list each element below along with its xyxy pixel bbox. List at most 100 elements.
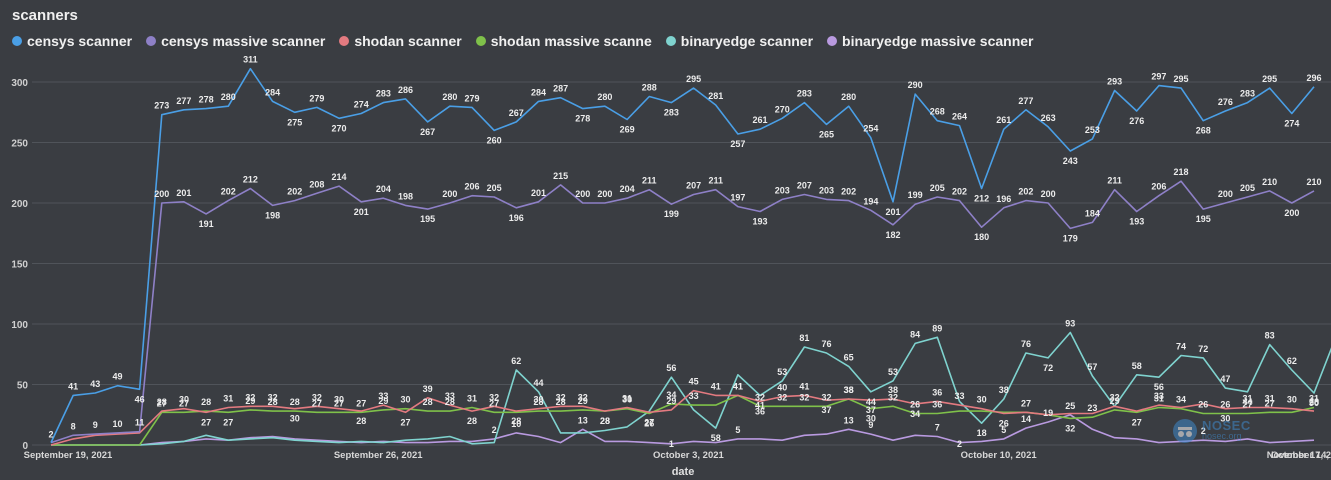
- legend: censys scanner censys massive scanner shod…: [12, 33, 1047, 49]
- data-label: 218: [1174, 167, 1189, 177]
- data-label: 2: [957, 439, 962, 449]
- legend-item[interactable]: shodan massive scanne: [475, 33, 652, 49]
- data-label: 62: [511, 356, 521, 366]
- data-label: 32: [799, 392, 809, 402]
- data-label: 200: [575, 189, 590, 199]
- data-label: 23: [1087, 403, 1097, 413]
- data-label: 211: [642, 176, 657, 186]
- data-label: 28: [467, 416, 477, 426]
- data-label: 8: [71, 421, 76, 431]
- series-line-3: [51, 394, 1315, 446]
- data-label: 31: [223, 393, 233, 403]
- data-label: 76: [822, 339, 832, 349]
- data-label: 33: [378, 391, 388, 401]
- data-label: 27: [644, 417, 654, 427]
- legend-color-dot: [475, 36, 486, 46]
- legend-color-dot: [146, 36, 157, 46]
- data-label: 28: [600, 416, 610, 426]
- legend-color-dot: [827, 36, 838, 46]
- series-line-2: [50, 389, 1315, 446]
- data-label: 25: [1065, 401, 1075, 411]
- data-label: 9: [93, 420, 98, 430]
- data-label: 288: [642, 83, 657, 93]
- data-label: 198: [265, 210, 280, 220]
- data-label: 56: [666, 363, 676, 373]
- data-label: 200: [1284, 208, 1299, 218]
- legend-item[interactable]: shodan scanner: [339, 33, 462, 49]
- data-label: 30: [1287, 395, 1297, 405]
- data-label: 207: [686, 181, 701, 191]
- data-label: 278: [575, 114, 590, 124]
- data-label: 293: [1107, 76, 1122, 86]
- data-label: 53: [777, 367, 787, 377]
- data-label: 32: [888, 392, 898, 402]
- legend-item[interactable]: binaryedge massive scanner: [827, 33, 1033, 49]
- data-label: 26: [1220, 400, 1230, 410]
- data-label: 32: [822, 392, 832, 402]
- data-label: 210: [1262, 177, 1277, 187]
- data-label: 58: [1132, 361, 1142, 371]
- data-label: 268: [1196, 126, 1211, 136]
- data-label: 184: [1085, 208, 1100, 218]
- legend-label: censys scanner: [27, 33, 133, 49]
- data-label: 191: [199, 219, 214, 229]
- data-label: 38: [888, 385, 898, 395]
- data-label: 28: [157, 397, 167, 407]
- data-label: 27: [179, 398, 189, 408]
- x-tick-label: September 19, 2021: [24, 450, 113, 461]
- data-label: 27: [157, 398, 167, 408]
- legend-label: shodan massive scanne: [490, 33, 652, 49]
- data-label: 28: [1309, 397, 1319, 407]
- data-label: 41: [799, 381, 809, 391]
- data-label: 53: [888, 367, 898, 377]
- data-label: 284: [265, 87, 280, 97]
- data-label: 13: [578, 415, 588, 425]
- data-label: 11: [135, 418, 145, 428]
- x-tick-label: September 26, 2021: [334, 450, 423, 461]
- data-label: 261: [753, 115, 768, 125]
- data-label: 32: [245, 392, 255, 402]
- data-label: 43: [90, 379, 100, 389]
- data-label: 265: [819, 129, 834, 139]
- data-label: 205: [1240, 183, 1255, 193]
- data-label: 268: [930, 107, 945, 117]
- data-label: 201: [176, 188, 191, 198]
- data-label: 32: [268, 392, 278, 402]
- y-tick-label: 250: [11, 139, 28, 150]
- data-label: 33: [445, 391, 455, 401]
- data-label: 41: [711, 381, 721, 391]
- data-label: 182: [885, 230, 900, 240]
- legend-item[interactable]: censys scanner: [12, 33, 132, 49]
- legend-item[interactable]: censys massive scanner: [146, 33, 325, 49]
- data-label: 295: [1174, 74, 1189, 84]
- data-label: 45: [689, 377, 699, 387]
- data-label: 201: [885, 207, 900, 217]
- data-label: 211: [1107, 176, 1122, 186]
- data-label: 260: [487, 135, 502, 145]
- data-label: 30: [977, 395, 987, 405]
- data-label: 200: [154, 189, 169, 199]
- data-label: 270: [332, 123, 347, 133]
- data-label: 277: [1018, 96, 1033, 106]
- nosec-logo-icon: [1173, 419, 1197, 443]
- data-label: 34: [910, 409, 920, 419]
- data-label: 287: [553, 84, 568, 94]
- legend-color-dot: [339, 36, 350, 46]
- data-label: 9: [868, 420, 873, 430]
- legend-label: shodan scanner: [354, 33, 462, 49]
- data-label: 210: [1306, 177, 1321, 187]
- data-label: 31: [1243, 393, 1253, 403]
- data-label: 283: [1240, 89, 1255, 99]
- data-label: 27: [312, 398, 322, 408]
- data-label: 38: [844, 385, 854, 395]
- x-tick-label: October 10, 2021: [961, 450, 1038, 461]
- data-label: 27: [1243, 400, 1253, 410]
- data-label: 44: [533, 378, 543, 388]
- data-label: 28: [511, 416, 521, 426]
- series-line-0: [50, 67, 1315, 443]
- data-label: 207: [797, 181, 812, 191]
- legend-item[interactable]: binaryedge scanner: [665, 33, 813, 49]
- data-label: 30: [179, 395, 189, 405]
- y-tick-label: 150: [11, 260, 28, 271]
